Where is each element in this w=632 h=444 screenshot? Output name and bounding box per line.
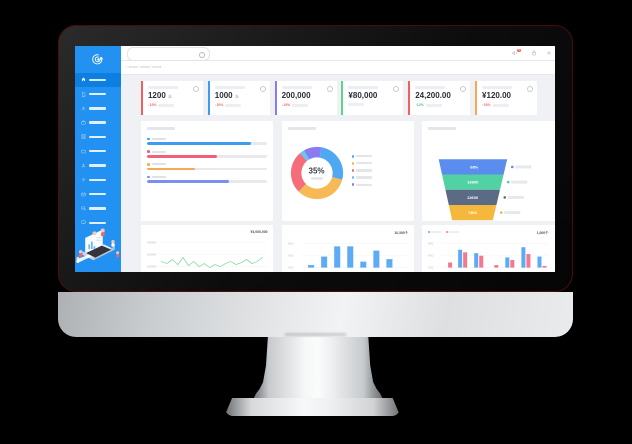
svg-text:12600: 12600 (467, 195, 479, 200)
svg-text:800: 800 (428, 242, 434, 246)
svg-text:600: 600 (288, 253, 294, 257)
svg-text:60000: 60000 (147, 252, 156, 256)
svg-text:16800: 16800 (467, 179, 479, 184)
svg-text:300: 300 (288, 265, 294, 269)
svg-text:7400: 7400 (468, 210, 478, 215)
svg-text:40000: 40000 (147, 241, 156, 245)
svg-text:300: 300 (428, 265, 434, 269)
svg-text:600: 600 (428, 253, 434, 257)
svg-text:10000: 10000 (147, 264, 156, 268)
svg-text:68%: 68% (470, 164, 478, 169)
svg-text:800: 800 (288, 242, 294, 246)
